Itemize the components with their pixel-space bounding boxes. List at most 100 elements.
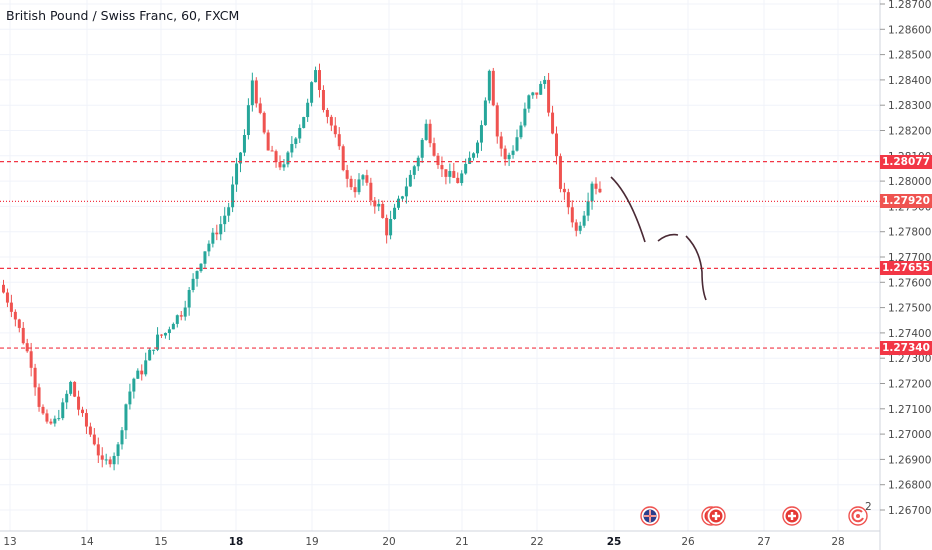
candle-body: [440, 165, 444, 170]
candle-body: [547, 79, 551, 113]
candle-body: [476, 142, 479, 154]
split-icon[interactable]: 2: [848, 501, 872, 526]
candle-body: [112, 455, 116, 465]
candle-body: [456, 177, 460, 184]
swiss-flag-icon[interactable]: [782, 506, 802, 526]
candle-body: [203, 251, 207, 264]
price-tick-label: 1.28600: [888, 24, 931, 36]
candle-body: [235, 163, 239, 185]
time-tick-label: 13: [3, 536, 16, 548]
candle-body: [250, 80, 254, 106]
candle-body: [160, 334, 163, 336]
candle-body: [254, 80, 258, 104]
candle-body: [479, 125, 483, 143]
forecast-stroke[interactable]: [685, 235, 707, 301]
candle-body: [598, 188, 602, 193]
candle-body: [77, 396, 81, 410]
candle-body: [397, 198, 400, 208]
candle-body: [369, 182, 373, 201]
candle-body: [420, 139, 424, 158]
candle-body: [314, 70, 318, 83]
candle-body: [491, 70, 495, 106]
candle-body: [306, 102, 310, 118]
candle-body: [25, 343, 29, 352]
candle-body: [539, 83, 543, 95]
candle-body: [428, 123, 432, 144]
candle-body: [163, 333, 167, 336]
candle-body: [393, 207, 397, 220]
candle-body: [377, 203, 381, 207]
candle-body: [310, 82, 314, 103]
time-tick-label: 22: [530, 536, 543, 548]
candle-body: [96, 444, 100, 456]
candle-body: [199, 263, 203, 272]
candle-body: [17, 319, 21, 328]
candle-body: [404, 186, 408, 197]
candle-body: [53, 418, 57, 424]
candle-body: [444, 169, 448, 177]
candle-body: [132, 378, 136, 392]
candle-body: [156, 334, 160, 350]
candle-body: [566, 192, 570, 208]
candle-body: [21, 327, 25, 344]
price-tick-label: 1.27700: [888, 252, 931, 264]
candle-body: [45, 413, 49, 422]
candle-body: [148, 349, 152, 361]
price-tick-label: 1.28400: [888, 75, 931, 87]
candle-body: [381, 203, 385, 218]
event-markers[interactable]: 2: [640, 501, 872, 526]
candle-body: [408, 174, 412, 187]
candle-body: [507, 154, 511, 160]
candle-body: [321, 89, 325, 110]
price-tick-label: 1.28000: [888, 176, 931, 188]
candle-body: [37, 387, 41, 407]
candle-body: [223, 215, 227, 225]
candle-body: [341, 146, 345, 171]
level-price-tag: 1.27920: [880, 194, 932, 209]
candle-body: [179, 315, 183, 317]
time-tick-label: 25: [607, 536, 622, 548]
candle-body: [400, 196, 404, 199]
candle-body: [325, 109, 329, 117]
chart-title: British Pound / Swiss Franc, 60, FXCM: [6, 8, 240, 23]
candle-body: [9, 302, 13, 312]
candle-body: [120, 430, 124, 445]
candle-body: [582, 215, 586, 226]
candle-body: [290, 143, 294, 153]
price-axis[interactable]: 1.28700 1.28600 1.28500 1.28400 1.28300 1.282…: [880, 0, 931, 517]
forecast-stroke[interactable]: [657, 233, 679, 242]
candle-body: [578, 225, 582, 231]
candle-body: [574, 222, 578, 231]
candle-body: [590, 183, 594, 202]
candle-body: [73, 381, 77, 397]
candle-body: [5, 292, 9, 303]
swiss-flag-icon[interactable]: [706, 506, 726, 526]
candle-body: [555, 133, 558, 157]
candle-body: [136, 370, 140, 379]
candle-body: [128, 391, 132, 405]
time-axis[interactable]: 13 14 15 18 19 20 21 22 25 26 27 28: [3, 536, 844, 548]
candle-body: [81, 409, 84, 414]
forecast-drawing[interactable]: [610, 176, 707, 301]
candle-body: [278, 161, 282, 168]
price-tick-label: 1.27800: [888, 227, 931, 239]
candle-body: [84, 413, 88, 427]
forecast-stroke[interactable]: [610, 176, 646, 243]
candle-body: [152, 349, 156, 351]
candle-body: [448, 171, 452, 177]
level-price-tag: 1.27340: [880, 341, 932, 356]
time-tick-label: 21: [455, 536, 468, 548]
candle-body: [215, 232, 219, 235]
candle-body: [523, 108, 527, 126]
candle-body: [361, 175, 365, 180]
uk-flag-icon[interactable]: [640, 506, 660, 526]
candle-body: [531, 92, 535, 96]
price-tick-label: 1.26700: [888, 505, 931, 517]
level-lines: [0, 161, 880, 349]
candle-body: [262, 112, 266, 133]
candle-body: [246, 105, 250, 136]
candle-body: [460, 173, 464, 184]
level-price-tag: 1.27655: [880, 261, 932, 276]
